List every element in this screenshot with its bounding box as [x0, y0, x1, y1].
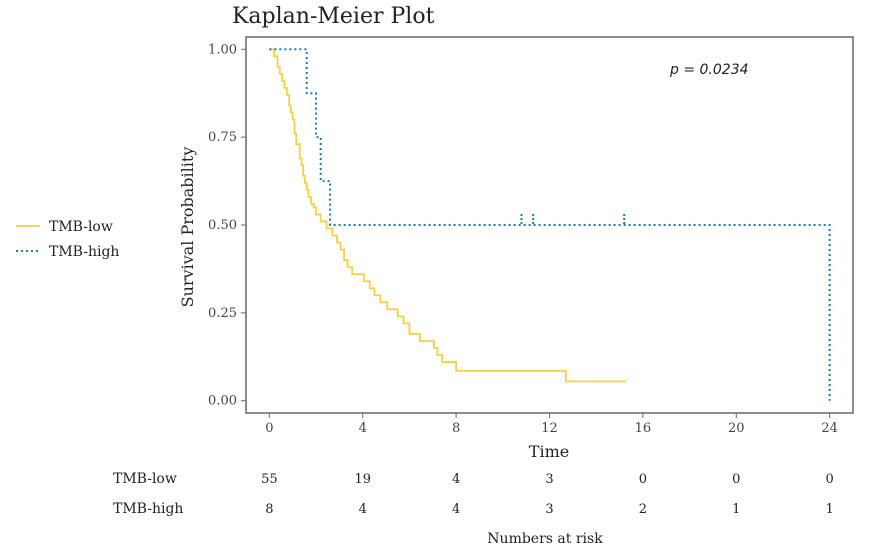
risk-row-label-tmb-low: TMB-low	[113, 471, 177, 487]
x-tick-label: 16	[635, 421, 652, 436]
y-tick-label: 1.00	[208, 42, 237, 57]
risk-value: 0	[826, 472, 834, 487]
risk-value: 4	[452, 502, 460, 517]
risk-value: 0	[639, 472, 647, 487]
risk-row-label-tmb-high: TMB-high	[113, 501, 183, 517]
legend-label-tmb-high: TMB-high	[49, 244, 119, 260]
series-line-tmb-low	[269, 48, 627, 383]
risk-value: 8	[265, 502, 273, 517]
x-axis-label: Time	[529, 442, 569, 461]
risk-value: 0	[732, 472, 740, 487]
chart-title: Kaplan-Meier Plot	[232, 4, 435, 29]
risk-value: 1	[732, 502, 740, 517]
risk-value: 4	[452, 472, 460, 487]
risk-value: 4	[359, 502, 367, 517]
y-tick-label: 0.25	[208, 306, 237, 321]
x-tick-label: 20	[728, 421, 745, 436]
y-tick-label: 0.75	[208, 130, 237, 145]
legend: TMB-low TMB-high	[16, 219, 119, 260]
y-axis: 0.00 0.25 0.50 0.75 1.00	[208, 42, 246, 409]
x-tick-label: 0	[265, 421, 273, 436]
x-tick-label: 8	[452, 421, 460, 436]
y-tick-label: 0.50	[208, 218, 237, 233]
y-tick-label: 0.00	[208, 394, 237, 409]
x-tick-label: 4	[359, 421, 367, 436]
risk-value: 3	[545, 472, 553, 487]
risk-table: TMB-low TMB-high Numbers at risk 55 19 4 3 0…	[113, 471, 834, 547]
p-value-annotation: p = 0.0234	[669, 62, 749, 78]
x-tick-label: 12	[541, 421, 558, 436]
risk-value: 2	[639, 502, 647, 517]
x-axis: 0 4 8 12 16 20 24	[265, 413, 838, 436]
risk-table-title: Numbers at risk	[487, 531, 603, 547]
series-line-tmb-high	[269, 48, 831, 401]
x-tick-label: 24	[821, 421, 838, 436]
risk-value: 19	[354, 472, 371, 487]
legend-label-tmb-low: TMB-low	[49, 219, 113, 235]
risk-value: 55	[261, 472, 278, 487]
risk-value: 3	[545, 502, 553, 517]
survival-curves	[269, 48, 831, 401]
y-axis-label: Survival Probability	[178, 147, 197, 308]
risk-value: 1	[826, 502, 834, 517]
